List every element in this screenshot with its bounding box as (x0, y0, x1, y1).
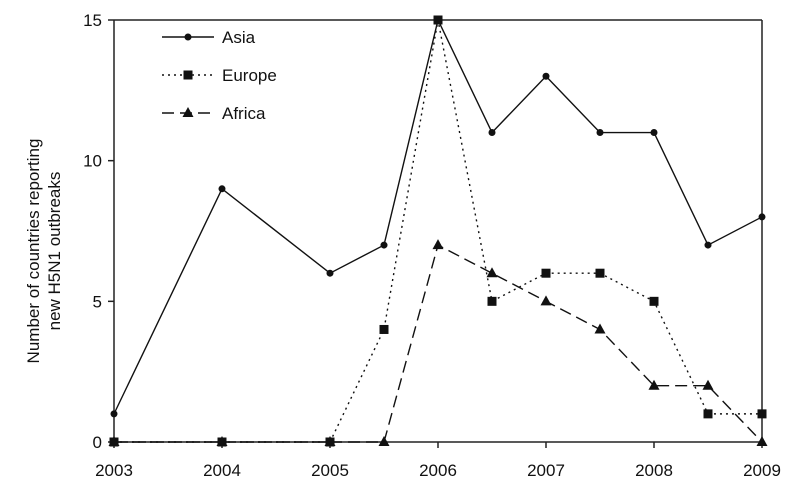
legend-item-asia: Asia (162, 28, 256, 47)
series-asia-point (380, 241, 388, 249)
series-africa-line (114, 244, 763, 443)
series-africa-point (648, 379, 660, 390)
series-europe-point (757, 409, 767, 419)
x-tick-label: 2004 (203, 461, 241, 480)
legend-label-africa: Africa (222, 104, 266, 123)
x-tick-label: 2008 (635, 461, 673, 480)
legend-label-asia: Asia (222, 28, 256, 47)
series-asia-line (113, 17, 763, 415)
series-asia-point (218, 185, 226, 193)
series-asia-point (110, 410, 118, 418)
x-tick-label: 2006 (419, 461, 457, 480)
series-africa-point (702, 379, 714, 390)
legend-label-europe: Europe (222, 66, 277, 85)
series-asia-point (758, 213, 766, 221)
series-africa-point (324, 436, 336, 446)
legend-marker-europe (183, 70, 193, 80)
series-asia-point (326, 269, 334, 277)
legend-item-europe: Europe (162, 66, 277, 85)
x-tick-label: 2005 (311, 461, 349, 480)
series-layer (108, 15, 768, 447)
axes (113, 19, 763, 443)
y-tick-label: 5 (93, 292, 102, 311)
series-africa-point (216, 436, 228, 446)
series-europe-point (433, 15, 443, 25)
x-tick-label: 2003 (95, 461, 133, 480)
series-asia (110, 16, 766, 418)
y-ticks: 0 5 10 15 (83, 11, 114, 452)
series-europe-line (114, 19, 762, 443)
series-europe-point (703, 409, 713, 419)
legend-item-africa: Africa (162, 104, 266, 123)
series-africa-point (378, 436, 390, 446)
y-axis-title: Number of countries reporting new H5N1 o… (24, 139, 64, 364)
legend: Asia Europe Africa (162, 28, 277, 123)
y-tick-label: 15 (83, 11, 102, 30)
series-africa (108, 239, 768, 446)
series-africa-point (486, 267, 498, 278)
series-europe-point (595, 268, 605, 278)
y-axis-label-line-2: new H5N1 outbreaks (45, 172, 64, 331)
series-africa-point (594, 323, 606, 334)
series-asia-point (488, 129, 496, 137)
series-europe-point (541, 268, 551, 278)
series-europe-point (379, 324, 389, 334)
series-africa-point (432, 239, 444, 250)
series-asia-point (650, 129, 658, 137)
series-europe-point (487, 296, 497, 306)
y-tick-label: 10 (83, 152, 102, 171)
x-tick-label: 2007 (527, 461, 565, 480)
x-tick-label: 2009 (743, 461, 781, 480)
series-europe-point (649, 296, 659, 306)
legend-marker-asia (184, 33, 192, 41)
series-asia-point (596, 129, 604, 137)
legend-marker-africa (182, 107, 194, 117)
series-africa-point (540, 295, 552, 306)
series-asia-point (704, 241, 712, 249)
series-africa-point (108, 436, 120, 446)
y-tick-label: 0 (93, 433, 102, 452)
series-europe (109, 15, 767, 447)
x-ticks: 2003 2004 2005 2006 2007 2008 2009 (95, 442, 781, 480)
series-asia-point (542, 72, 550, 80)
y-axis-label-line-1: Number of countries reporting (24, 139, 43, 364)
series-africa-point (756, 436, 768, 446)
